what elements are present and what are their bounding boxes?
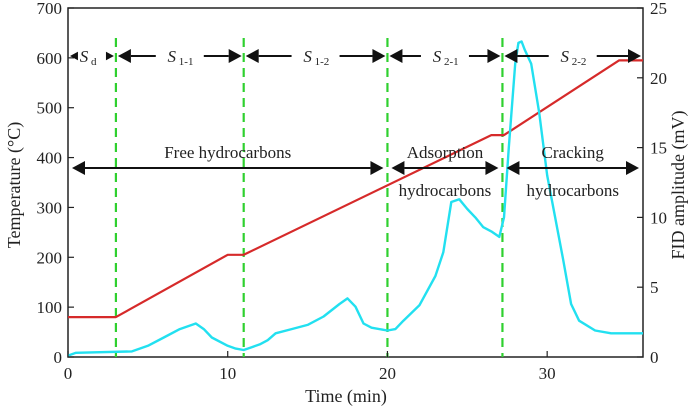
stage-label: S <box>560 47 569 66</box>
annotation-label: hydrocarbons <box>399 181 492 200</box>
plot-border <box>67 7 644 358</box>
annotation-arrow-head-left <box>72 161 85 175</box>
y-left-tick-label: 700 <box>37 0 63 18</box>
stage-label-subscript: 2-2 <box>572 56 587 68</box>
annotation-arrow-head-left <box>506 161 520 175</box>
annotation-arrow-head-right <box>626 161 639 175</box>
y-axis-left-title: Temperature (°C) <box>4 122 25 248</box>
stage-label-bg <box>548 42 597 66</box>
y-left-tick-label: 200 <box>37 248 63 267</box>
annotation-arrow-head-right <box>485 161 499 175</box>
fid-amplitude-line <box>67 40 643 357</box>
y-left-tick-label: 600 <box>37 49 63 68</box>
stage-arrow-head-right <box>487 49 501 63</box>
stage-arrow-head-right <box>628 49 641 63</box>
x-tick-label: 30 <box>539 364 556 383</box>
annotation-label: hydrocarbons <box>526 181 619 200</box>
stage-label-bg <box>155 42 204 66</box>
y-axis-right-title: FID amplitude (mV) <box>668 111 689 260</box>
stage-label-bg <box>420 42 469 66</box>
annotation-arrow-head-left <box>391 161 405 175</box>
stage-arrow-head-right <box>228 49 242 63</box>
stage-label-subscript: d <box>91 56 97 68</box>
stage-arrow-head-left <box>389 49 403 63</box>
annotation-label: Adsorption <box>407 143 484 162</box>
stage-label-bg <box>77 42 106 66</box>
x-tick-label: 10 <box>219 364 236 383</box>
x-tick-label: 20 <box>379 364 396 383</box>
y-right-tick-label: 25 <box>650 0 667 18</box>
y-left-tick-label: 0 <box>54 348 63 367</box>
plot-frame <box>67 7 644 358</box>
stage-label: S <box>433 47 442 66</box>
y-left-tick-label: 100 <box>37 298 63 317</box>
stage-label-subscript: 1-1 <box>179 56 194 68</box>
y-left-tick-label: 500 <box>37 99 63 118</box>
stage-arrow-head-left <box>117 49 131 63</box>
annotation-label: Free hydrocarbons <box>164 143 291 162</box>
stage-label: S <box>80 47 89 66</box>
y-left-tick-label: 300 <box>37 198 63 217</box>
stage-label: S <box>303 47 312 66</box>
x-axis-title: Time (min) <box>305 386 387 407</box>
y-right-tick-label: 20 <box>650 69 667 88</box>
annotation-arrow-head-right <box>370 161 384 175</box>
y-right-tick-label: 0 <box>650 348 659 367</box>
y-left-tick-label: 400 <box>37 149 63 168</box>
stage-label-subscript: 1-2 <box>315 56 330 68</box>
stage-boundary-lines <box>114 38 504 357</box>
y-right-tick-label: 10 <box>650 208 667 227</box>
annotation-label: Cracking <box>542 143 605 162</box>
stage-arrow-head-right <box>372 49 386 63</box>
stage-label: S <box>168 47 177 66</box>
stage-arrow-head-left <box>245 49 259 63</box>
data-series <box>67 40 643 357</box>
stage-label-bg <box>291 42 340 66</box>
temperature-line <box>68 59 643 319</box>
y-right-tick-label: 15 <box>650 139 667 158</box>
annotations: Free hydrocarbons Adsorption hydrocarbons C… <box>72 143 639 200</box>
stage-label-subscript: 2-1 <box>444 56 459 68</box>
x-tick-label: 0 <box>64 364 73 383</box>
y-right-tick-label: 5 <box>650 278 659 297</box>
stage-arrow-head-left <box>504 49 518 63</box>
